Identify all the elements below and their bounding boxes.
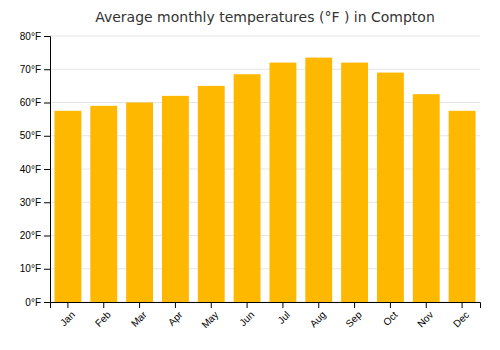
tick-mark bbox=[354, 302, 355, 308]
bar bbox=[341, 63, 368, 302]
axis-domain bbox=[51, 303, 481, 309]
tick: 20°F bbox=[20, 230, 50, 241]
tick-label: 20°F bbox=[20, 230, 41, 241]
bar bbox=[377, 73, 404, 302]
tick-label: 0°F bbox=[25, 297, 41, 308]
tick: Nov bbox=[415, 302, 435, 329]
bar bbox=[305, 58, 332, 302]
tick-mark bbox=[44, 269, 50, 270]
tick-mark bbox=[318, 302, 319, 308]
tick: May bbox=[199, 302, 220, 330]
tick-mark bbox=[44, 69, 50, 70]
tick-label: 40°F bbox=[20, 164, 41, 175]
bar bbox=[162, 96, 189, 302]
tick: Oct bbox=[381, 302, 400, 328]
tick: Dec bbox=[451, 302, 471, 329]
tick-label: 80°F bbox=[20, 31, 41, 42]
tick-label: Jul bbox=[275, 309, 292, 326]
bar bbox=[413, 94, 440, 302]
tick-mark bbox=[139, 302, 140, 308]
tick-label: Dec bbox=[451, 309, 471, 329]
tick: 40°F bbox=[20, 164, 50, 175]
tick: 60°F bbox=[20, 97, 50, 108]
tick: Jul bbox=[275, 302, 292, 326]
tick-label: Jan bbox=[58, 309, 77, 328]
grid bbox=[50, 36, 480, 302]
tick-label: Feb bbox=[93, 309, 113, 329]
tick-mark bbox=[390, 302, 391, 308]
tick-mark bbox=[44, 36, 50, 37]
tick: Jan bbox=[58, 302, 77, 328]
tick: 10°F bbox=[20, 263, 50, 274]
tick-label: 10°F bbox=[20, 263, 41, 274]
tick: Sep bbox=[343, 302, 364, 329]
tick-label: Nov bbox=[415, 309, 435, 329]
tick: 80°F bbox=[20, 31, 50, 42]
y-axis: 0°F 10°F 20°F 30°F 40°F 50°F 60°F 70°F 80°F bbox=[20, 31, 51, 308]
tick-label: May bbox=[199, 309, 220, 330]
grid-line bbox=[50, 69, 480, 70]
tick: Feb bbox=[93, 302, 113, 329]
bars bbox=[54, 58, 475, 302]
tick-mark bbox=[44, 136, 50, 137]
tick-label: Jun bbox=[237, 309, 256, 328]
tick-mark bbox=[44, 103, 50, 104]
tick-label: 70°F bbox=[20, 64, 41, 75]
tick: 50°F bbox=[20, 130, 50, 141]
tick: Mar bbox=[129, 302, 149, 329]
bar bbox=[90, 106, 117, 302]
tick-mark bbox=[282, 302, 283, 308]
tick: 70°F bbox=[20, 64, 50, 75]
tick-label: Oct bbox=[381, 309, 400, 328]
bar bbox=[449, 111, 476, 302]
tick: 30°F bbox=[20, 197, 50, 208]
tick-mark bbox=[44, 302, 50, 303]
tick-mark bbox=[175, 302, 176, 308]
tick-mark bbox=[44, 202, 50, 203]
tick-label: Mar bbox=[129, 309, 149, 329]
bar bbox=[54, 111, 81, 302]
axis-domain bbox=[44, 37, 51, 303]
tick-mark bbox=[103, 302, 104, 308]
tick-label: Aug bbox=[308, 309, 328, 329]
title: Average monthly temperatures (°F ) in Co… bbox=[95, 9, 435, 25]
chart: 0°F 10°F 20°F 30°F 40°F 50°F 60°F 70°F 80°F Jan Fe… bbox=[0, 0, 500, 350]
tick-mark bbox=[426, 302, 427, 308]
tick: Aug bbox=[308, 302, 328, 329]
bar bbox=[126, 103, 153, 303]
tick-label: Apr bbox=[166, 309, 185, 328]
bar bbox=[269, 63, 296, 302]
tick-label: 30°F bbox=[20, 197, 41, 208]
bar bbox=[234, 74, 261, 302]
tick-mark bbox=[211, 302, 212, 308]
tick-mark bbox=[44, 236, 50, 237]
grid-line bbox=[50, 36, 480, 37]
tick: Apr bbox=[166, 302, 185, 328]
tick: 0°F bbox=[25, 297, 50, 308]
plot-area: 0°F 10°F 20°F 30°F 40°F 50°F 60°F 70°F 80°F Jan Fe… bbox=[20, 31, 481, 331]
tick: Jun bbox=[237, 302, 256, 328]
tick-mark bbox=[247, 302, 248, 308]
x-axis: Jan Feb Mar Apr May Jun Jul Aug Sep Oct Nov Dec bbox=[51, 302, 481, 330]
bar bbox=[198, 86, 225, 302]
tick-label: 50°F bbox=[20, 130, 41, 141]
tick-label: 60°F bbox=[20, 97, 41, 108]
tick-mark bbox=[67, 302, 68, 308]
tick-label: Sep bbox=[343, 309, 364, 330]
tick-mark bbox=[462, 302, 463, 308]
tick-mark bbox=[44, 169, 50, 170]
